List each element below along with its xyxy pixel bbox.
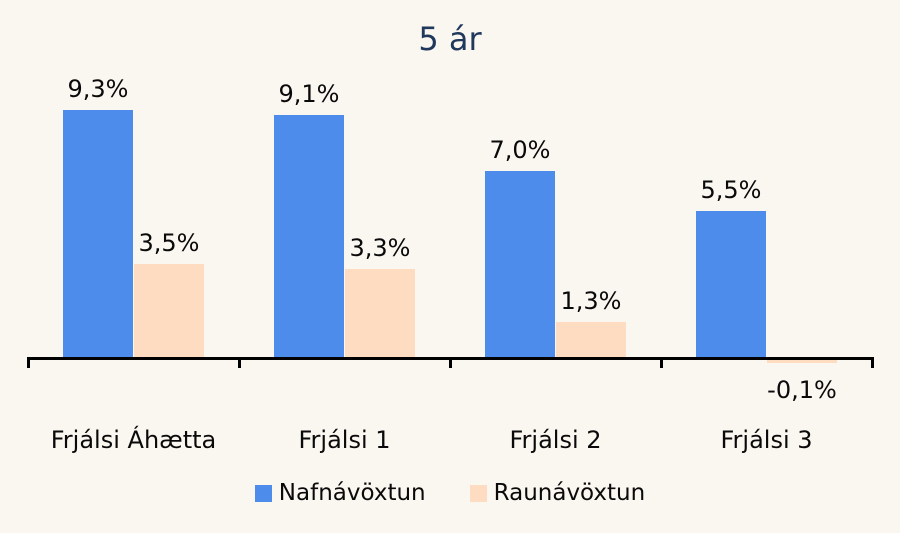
bar-real-2 (556, 322, 626, 357)
x-axis-label-2: Frjálsi 2 (509, 426, 602, 454)
bar-value-label-nominal-3: 5,5% (700, 175, 762, 204)
x-axis-label-1: Frjálsi 1 (298, 426, 391, 454)
axis-tick (448, 357, 452, 368)
bar-nominal-2 (485, 170, 555, 357)
axis-tick (659, 357, 663, 368)
bar-nominal-1 (274, 114, 344, 357)
bar-value-label-real-1: 3,3% (349, 234, 411, 263)
axis-tick (237, 357, 241, 368)
bar-value-label-real-3: -0,1% (767, 375, 837, 404)
legend-label: Nafnávöxtun (278, 480, 426, 506)
bar-real-0 (134, 263, 204, 357)
bar-nominal-0 (63, 109, 133, 357)
legend-swatch-icon (254, 484, 272, 502)
bar-value-label-nominal-0: 9,3% (67, 74, 129, 103)
bar-nominal-3 (696, 210, 766, 357)
legend-swatch-icon (469, 484, 487, 502)
bar-value-label-nominal-1: 9,1% (278, 79, 340, 108)
legend-label: Raunávöxtun (493, 480, 646, 506)
chart-title: 5 ár (418, 20, 482, 58)
bar-value-label-real-0: 3,5% (138, 228, 200, 257)
x-axis-label-3: Frjálsi 3 (720, 426, 813, 454)
x-axis-label-0: Frjálsi Áhætta (50, 426, 217, 454)
axis-tick (26, 357, 30, 368)
legend: Nafnávöxtun Raunávöxtun (0, 480, 900, 506)
axis-tick (870, 357, 874, 368)
bar-value-label-real-2: 1,3% (560, 287, 622, 316)
bar-value-label-nominal-2: 7,0% (489, 135, 551, 164)
bar-real-3 (767, 360, 837, 363)
legend-item-real: Raunávöxtun (469, 480, 646, 506)
legend-item-nominal: Nafnávöxtun (254, 480, 426, 506)
bar-real-1 (345, 269, 415, 357)
